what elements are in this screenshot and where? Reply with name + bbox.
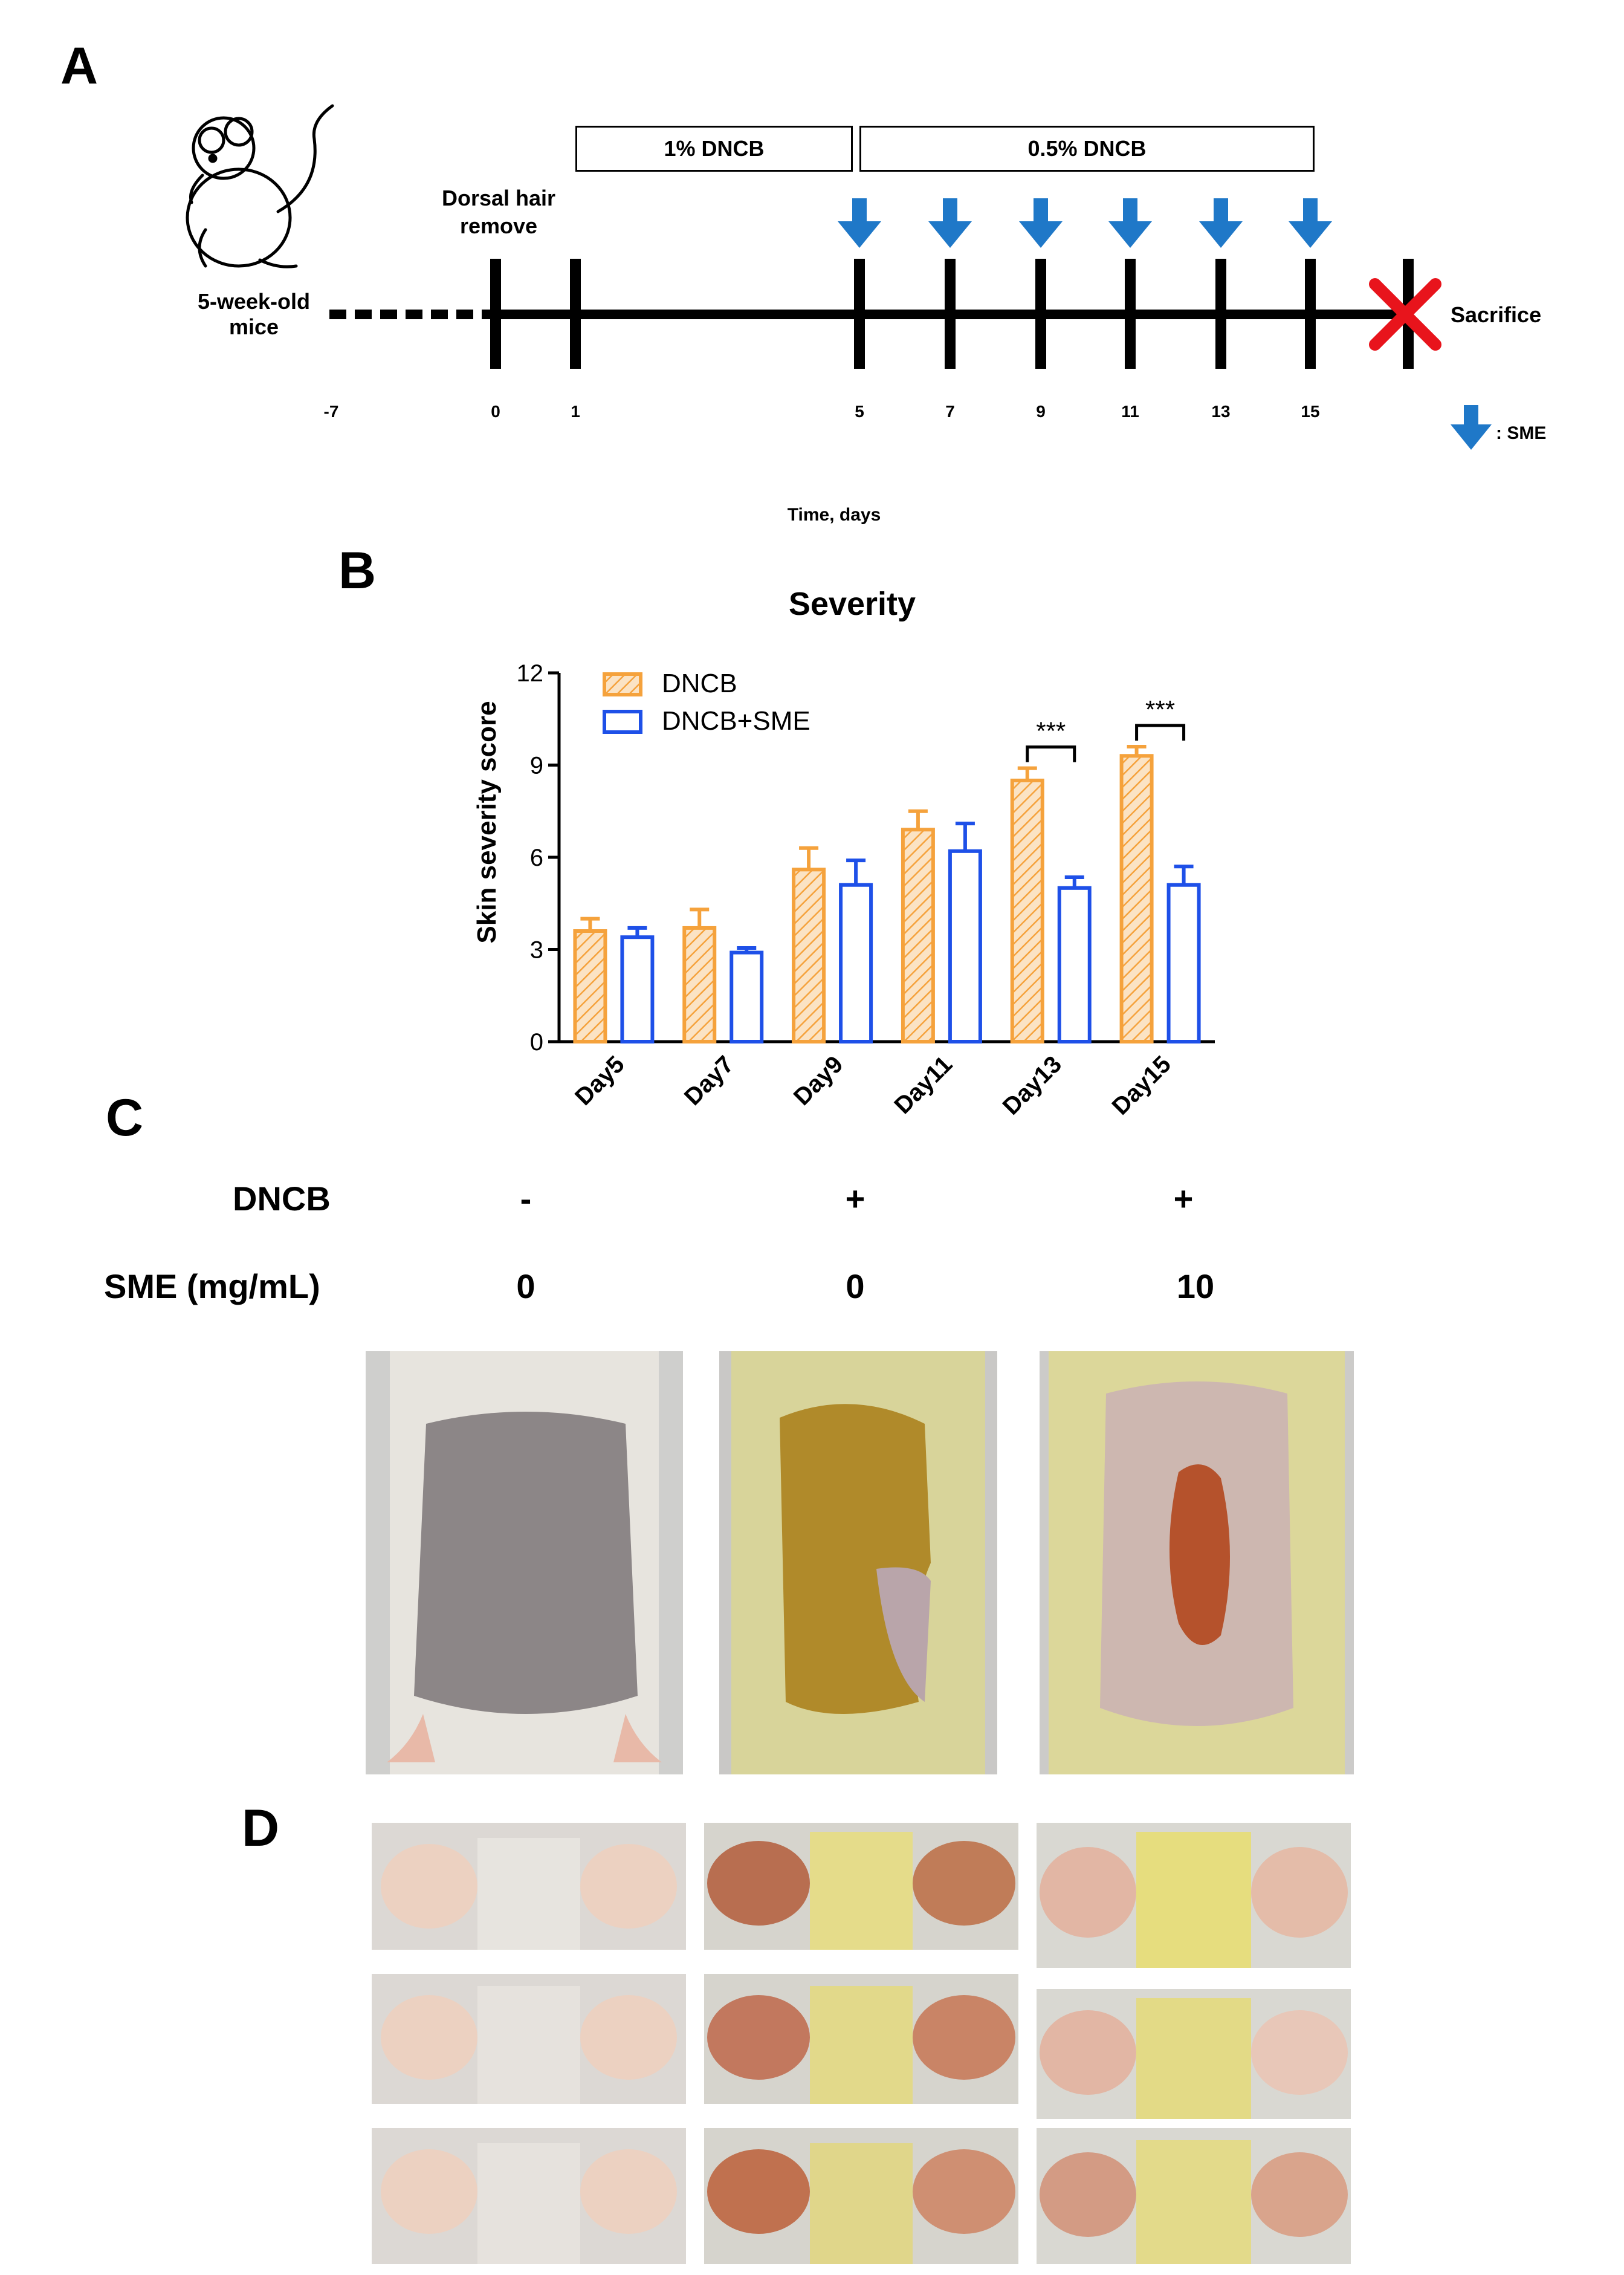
legend-label-dncb: DNCB	[662, 669, 737, 698]
ear-photo-control-3	[372, 2128, 686, 2264]
bar-dncb-sme	[730, 950, 764, 1043]
sme-value: 0	[846, 1267, 865, 1305]
y-tick-label: 6	[530, 845, 543, 871]
x-tick-label: Day9	[789, 1051, 849, 1111]
panel-label-a: A	[60, 37, 99, 95]
ear-photo-dncb-sme-2	[1037, 1989, 1351, 2119]
tick-label: 5	[855, 402, 864, 421]
tick-label: 1	[571, 402, 580, 421]
arrow-down-icon	[1289, 198, 1332, 248]
legend-label: : SME	[1496, 423, 1547, 443]
ear-photo-dncb-sme-3	[1037, 2128, 1351, 2264]
arrow-down-icon	[838, 198, 881, 248]
dncb-value: +	[845, 1180, 865, 1218]
bar-dncb	[682, 926, 717, 1044]
ear-photo-dncb-1	[704, 1823, 1018, 1950]
significance-label: ***	[1145, 695, 1175, 724]
bar-dncb-sme	[839, 883, 873, 1043]
tick-label: 7	[945, 402, 955, 421]
mouse-icon	[186, 104, 334, 268]
x-tick-label: Day13	[998, 1051, 1067, 1120]
arrow-down-icon	[1108, 198, 1152, 248]
panel-label-d: D	[242, 1799, 280, 1857]
tick-label: -7	[323, 402, 339, 421]
dncb-1pct-box: 1% DNCB	[575, 126, 853, 172]
bar-dncb	[792, 868, 826, 1043]
legend-swatch-dncb-sme	[603, 710, 642, 734]
y-tick-label: 9	[530, 753, 543, 779]
sacrifice-label: Sacrifice	[1451, 302, 1542, 327]
dorsal-photo-control	[366, 1351, 683, 1774]
y-tick-label: 0	[530, 1029, 543, 1056]
ear-photo-dncb-2	[704, 1974, 1018, 2104]
dorsal-photo-dncb-sme	[1040, 1351, 1354, 1774]
tick-label: 0	[491, 402, 500, 421]
dorsal-photo-dncb	[719, 1351, 997, 1774]
start-label: 5-week-old mice	[197, 289, 311, 339]
bar-dncb-sme	[1057, 886, 1092, 1043]
ear-photo-dncb-3	[704, 2128, 1018, 2264]
timeline-ticks	[490, 259, 1414, 369]
arrow-down-icon	[1199, 198, 1243, 248]
sme-value: 10	[1176, 1267, 1215, 1305]
panel-label-b: B	[338, 542, 377, 600]
tick-label: 15	[1301, 402, 1320, 421]
bar-dncb	[901, 828, 935, 1043]
timeline-graphic	[186, 104, 1492, 450]
x-tick-label: Day11	[889, 1051, 957, 1119]
y-axis-label: Skin severity score	[472, 701, 502, 943]
ear-photo-control-2	[372, 1974, 686, 2104]
time-axis-label: Time, days	[787, 505, 881, 525]
ear-photo-control-1	[372, 1823, 686, 1950]
legend-arrow-icon	[1451, 405, 1492, 450]
bar-dncb	[1119, 754, 1154, 1043]
x-tick-label: Day7	[679, 1051, 739, 1111]
hair-remove-label: Dorsal hair remove	[441, 186, 556, 238]
sme-value: 0	[516, 1267, 535, 1305]
bar-dncb-sme	[948, 849, 982, 1043]
x-tick-label: Day5	[570, 1051, 630, 1111]
bar-dncb	[573, 929, 607, 1043]
arrow-down-icon	[928, 198, 972, 248]
bar-dncb-sme	[1166, 883, 1201, 1043]
significance-label: ***	[1036, 717, 1066, 745]
ear-photo-dncb-sme-1	[1037, 1823, 1351, 1968]
sacrifice-cross-icon	[1369, 278, 1441, 351]
arrow-down-icon	[1019, 198, 1063, 248]
sme-row-label: SME (mg/mL)	[104, 1267, 320, 1305]
y-tick-label: 3	[530, 937, 543, 964]
panel-label-c: C	[106, 1089, 144, 1147]
dncb-value: +	[1173, 1180, 1194, 1218]
bar-dncb	[1010, 778, 1044, 1043]
legend-swatch-dncb	[603, 672, 642, 696]
tick-label: 11	[1121, 402, 1139, 421]
y-tick-label: 12	[517, 660, 544, 687]
sme-arrows	[838, 198, 1492, 450]
severity-chart: Severity Skin severity score 0 3 6 9 12 Day5 D…	[472, 586, 1215, 1120]
significance-bracket	[1135, 724, 1186, 741]
legend-label-dncb-sme: DNCB+SME	[662, 706, 810, 736]
tick-label: 13	[1211, 402, 1231, 421]
tick-label: 9	[1036, 402, 1046, 421]
ear-photos-grid	[372, 1823, 1351, 2264]
x-tick-label: Day15	[1107, 1051, 1176, 1120]
chart-title: Severity	[789, 586, 916, 622]
bar-dncb-sme	[620, 935, 655, 1044]
dncb-value: -	[520, 1180, 532, 1218]
dncb-05pct-box: 0.5% DNCB	[859, 126, 1315, 172]
dncb-row-label: DNCB	[233, 1180, 331, 1218]
significance-bracket	[1026, 745, 1076, 762]
